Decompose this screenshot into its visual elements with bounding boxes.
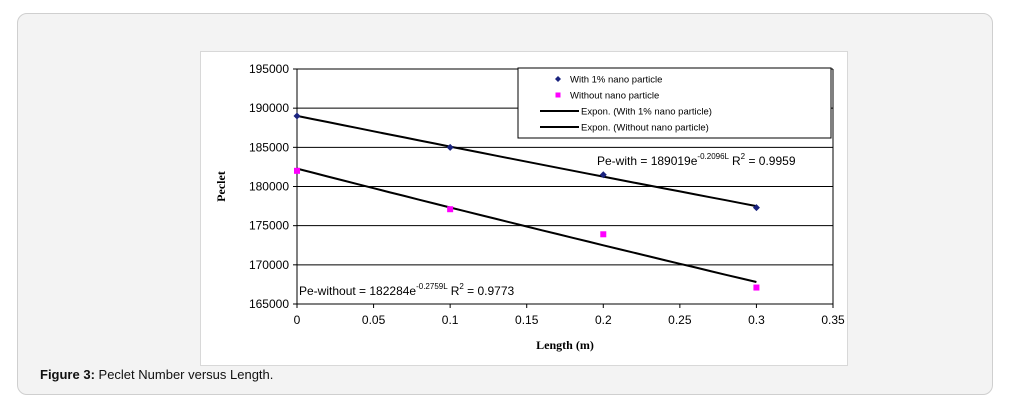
legend-without-label: Without nano particle bbox=[570, 91, 659, 102]
caption-label: Figure 3: bbox=[40, 367, 95, 382]
x-tick-label: 0.3 bbox=[748, 313, 765, 327]
y-tick-label: 195000 bbox=[249, 62, 289, 76]
y-tick-label: 190000 bbox=[249, 101, 289, 115]
legend-trend-with-label: Expon. (With 1% nano particle) bbox=[581, 107, 712, 118]
data-point-with bbox=[446, 143, 454, 151]
y-tick-label: 165000 bbox=[249, 297, 289, 311]
equation-r2-label: R bbox=[451, 284, 460, 298]
equation-r2-sup: 2 bbox=[741, 152, 746, 161]
data-point-without bbox=[294, 167, 300, 174]
peclet-chart: 165000 170000 175000 180000 185000 190000 1950… bbox=[214, 62, 845, 352]
y-axis-title: Peclet bbox=[214, 171, 228, 202]
x-tick-label: 0.15 bbox=[515, 313, 539, 327]
equation-exponent: -0.2759L bbox=[416, 282, 448, 291]
equation-prefix: Pe-without = 182284e bbox=[299, 284, 416, 298]
x-tick-label: 0.35 bbox=[821, 313, 845, 327]
legend-without-marker bbox=[555, 92, 561, 98]
y-tick-label: 185000 bbox=[249, 140, 289, 154]
equation-r2-value: = 0.9773 bbox=[464, 284, 515, 298]
legend-with-label: With 1% nano particle bbox=[570, 75, 662, 86]
figure-card: 165000 170000 175000 180000 185000 190000 1950… bbox=[17, 13, 993, 395]
equation-prefix: Pe-with = 189019e bbox=[597, 154, 698, 168]
x-axis-title: Length (m) bbox=[536, 338, 594, 352]
y-tick-label: 180000 bbox=[249, 180, 289, 194]
x-tick-label: 0.2 bbox=[595, 313, 612, 327]
legend-trend-without-label: Expon. (Without nano particle) bbox=[581, 123, 709, 134]
trendline-with bbox=[296, 114, 757, 208]
equation-r2-value: = 0.9959 bbox=[745, 154, 796, 168]
data-point-without bbox=[447, 206, 454, 213]
equation-r2-sup: 2 bbox=[459, 282, 464, 291]
legend-with-marker bbox=[555, 76, 561, 82]
equation-with: Pe-with = 189019e-0.2096L R2 = 0.9959 bbox=[597, 152, 796, 168]
equation-r2-label: R bbox=[732, 154, 741, 168]
data-point-without bbox=[753, 284, 760, 291]
x-tick-label: 0.25 bbox=[668, 313, 692, 327]
y-tick-label: 175000 bbox=[249, 219, 289, 233]
data-point-with bbox=[293, 112, 301, 120]
x-tick-label: 0 bbox=[294, 313, 301, 327]
figure-caption: Figure 3: Peclet Number versus Length. bbox=[40, 367, 273, 382]
data-point-with bbox=[599, 171, 607, 179]
y-tick-label: 170000 bbox=[249, 258, 289, 272]
trendline-without bbox=[296, 167, 757, 283]
x-tick-label: 0.1 bbox=[442, 313, 459, 327]
data-point-with bbox=[752, 204, 760, 212]
equation-exponent: -0.2096L bbox=[697, 152, 729, 161]
chart-area: 165000 170000 175000 180000 185000 190000 1950… bbox=[200, 51, 848, 366]
x-tick-label: 0.05 bbox=[362, 313, 386, 327]
equation-without: Pe-without = 182284e-0.2759L R2 = 0.9773 bbox=[299, 282, 515, 298]
caption-text: Peclet Number versus Length. bbox=[94, 367, 274, 382]
data-point-without bbox=[600, 231, 607, 238]
